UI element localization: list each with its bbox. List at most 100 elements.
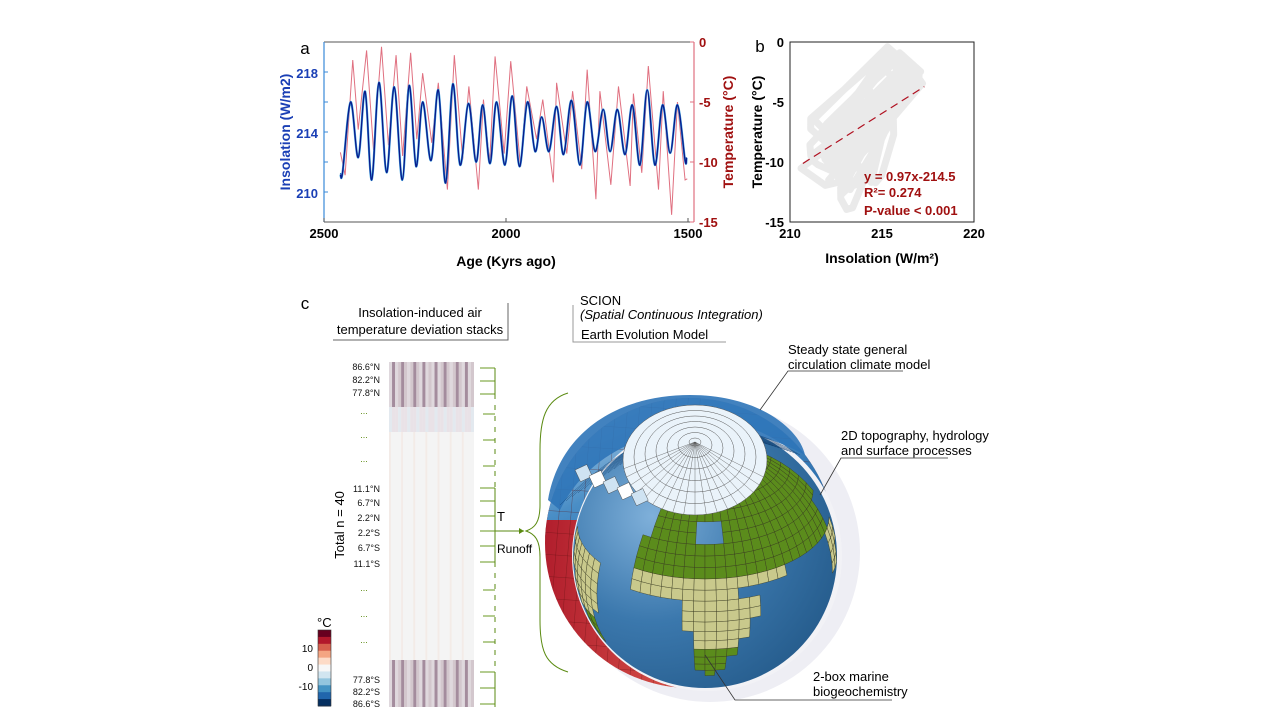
stack-band-north-mid: [410, 407, 414, 432]
land-cell: [749, 594, 761, 609]
stack-stripe: [413, 432, 416, 660]
regression-line: [802, 86, 925, 164]
stack-band-north-mid: [470, 407, 474, 432]
land-cell: [673, 553, 686, 567]
land-cell: [678, 520, 690, 533]
land-cell: [714, 543, 726, 556]
land-cell: [675, 542, 687, 556]
stack-band-south: [452, 660, 456, 707]
colorbar-swatch: [318, 664, 331, 672]
colorbar-unit: °C: [317, 615, 332, 630]
stack-band-south: [431, 660, 435, 707]
stack-band-north-mid: [437, 407, 441, 432]
chart-b-x-tick: 215: [871, 226, 893, 241]
chart-b-x-label: Insolation (W/m²): [825, 250, 939, 266]
stack-band-north: [467, 362, 471, 407]
land-cell: [736, 574, 749, 589]
polar-spoke: [643, 441, 696, 500]
colorbar: [317, 629, 332, 707]
land-cell: [693, 567, 706, 580]
latitude-label: ...: [360, 454, 368, 464]
polar-spoke: [623, 441, 696, 469]
stack-title-line1: Insolation-induced air: [358, 305, 482, 320]
land-cell: [660, 586, 673, 600]
colorbar-swatch: [318, 636, 331, 645]
stack-band-north: [446, 362, 450, 407]
latitude-label: 11.1°S: [354, 559, 380, 569]
land-cell: [828, 516, 833, 533]
land-cell: [681, 620, 694, 632]
output-runoff-label: Runoff: [497, 542, 533, 556]
land-cell: [714, 554, 726, 568]
stack-stripe: [389, 432, 391, 660]
stack-band-south: [467, 660, 471, 707]
latitude-label: 77.8°S: [353, 675, 380, 685]
scion-expansion: (Spatial Continuous Integration): [580, 307, 763, 322]
stack-band-north: [422, 362, 426, 407]
colorbar-swatch: [318, 678, 331, 686]
stack-band-north-mid: [467, 407, 471, 432]
surface-callout-line1: 2D topography, hydrology: [841, 428, 989, 443]
stack-band-south: [458, 660, 462, 707]
latitude-label: ...: [360, 635, 368, 645]
land-cell: [704, 567, 717, 580]
stack-band-south: [437, 660, 441, 707]
land-cell: [650, 572, 663, 587]
chart-b-frame: [789, 41, 975, 223]
colorbar-frame: [317, 629, 332, 707]
polar-spoke: [694, 441, 764, 478]
earth-globe: [545, 395, 860, 702]
surface-callout-line2: and surface processes: [841, 443, 972, 458]
polar-spoke: [694, 441, 747, 500]
stack-band-north: [443, 362, 447, 407]
land-cell: [704, 648, 717, 658]
stack-band-south: [428, 660, 432, 707]
arrow-head-icon: [519, 528, 524, 534]
gcm-callout-line2: circulation climate model: [788, 357, 930, 372]
chart-a-x-label: Age (Kyrs ago): [456, 253, 556, 269]
latitude-label: 6.7°S: [358, 543, 380, 553]
stack-band-south: [401, 660, 405, 707]
scatter-trajectory-cloud: [797, 43, 926, 213]
stack-band-north: [413, 362, 417, 407]
stack-band-north: [401, 362, 405, 407]
stack-title-line2: temperature deviation stacks: [337, 322, 504, 337]
stack-band-south: [398, 660, 402, 707]
land-cell: [682, 588, 695, 602]
land-cell: [704, 631, 717, 642]
chart-a-plot-area: [339, 46, 688, 215]
stack-band-north-mid: [452, 407, 456, 432]
polar-spoke: [636, 441, 696, 493]
stack-band-north: [464, 362, 468, 407]
stack-band-south: [440, 660, 444, 707]
land-cell: [652, 561, 665, 576]
land-cell: [684, 554, 696, 568]
chart-a-right-tick: 0: [699, 35, 706, 50]
colorbar-tick: 0: [307, 663, 313, 674]
stack-band-north: [392, 362, 396, 407]
stack-band-north-mid: [446, 407, 450, 432]
stack-band-north: [449, 362, 453, 407]
stack-band-south: [443, 660, 447, 707]
stack-band-north-mid: [398, 407, 402, 432]
shell-cell: [588, 470, 607, 489]
land-cell: [716, 630, 729, 641]
p-value: P-value < 0.001: [864, 203, 958, 218]
latitude-label: ...: [360, 430, 368, 440]
land-cell: [716, 610, 729, 622]
latitude-label: ...: [360, 406, 368, 416]
insolation-series-line: [339, 81, 688, 184]
land-cell: [671, 576, 684, 590]
diagram-c: Insolation-induced air temperature devia…: [299, 293, 990, 709]
temperature-deviation-stack: [389, 362, 474, 707]
stack-band-north-mid: [419, 407, 423, 432]
land-cell: [715, 639, 728, 650]
land-cell: [738, 596, 751, 610]
chart-b-x-tick: 220: [963, 226, 985, 241]
land-cell: [747, 572, 760, 587]
land-cell: [715, 648, 728, 658]
chart-b-plot-area: [797, 43, 926, 213]
chart-b-x-tick: 210: [779, 226, 801, 241]
stack-stripe: [437, 432, 440, 660]
land-cell: [726, 646, 739, 657]
